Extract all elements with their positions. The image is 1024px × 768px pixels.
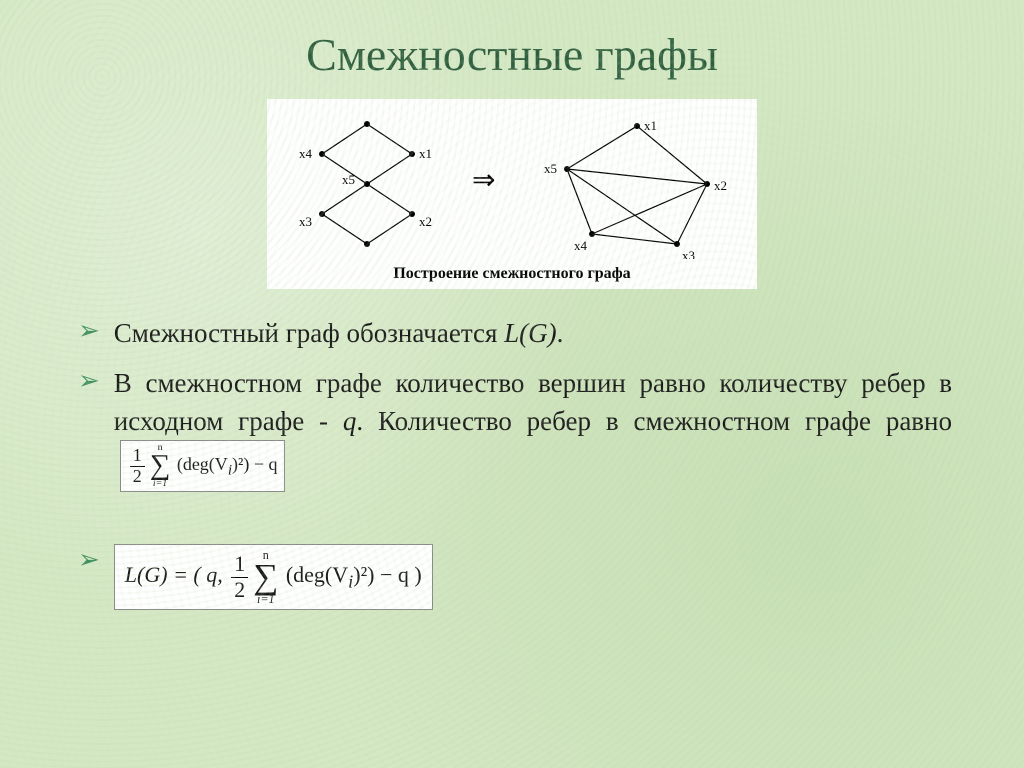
slide-title: Смежностные графы <box>0 0 1024 81</box>
svg-text:⇒: ⇒ <box>472 165 495 196</box>
svg-text:x2: x2 <box>714 178 727 193</box>
diagram-container: x4 x1 x5 x3 x2 ⇒ x1 x5 x2 x4 x3 Построение смежнос… <box>267 99 757 289</box>
bullet-2-text: В смежностном графе количество вершин ра… <box>114 365 952 492</box>
svg-text:x3: x3 <box>682 248 695 259</box>
bullet-arrow-icon: ➢ <box>78 315 100 347</box>
svg-text:x1: x1 <box>644 118 657 133</box>
bullet-2: ➢ В смежностном графе количество вершин … <box>78 365 952 492</box>
graph-diagram: x4 x1 x5 x3 x2 ⇒ x1 x5 x2 x4 x3 <box>277 109 747 259</box>
bullet-1: ➢ Смежностный граф обозначается L(G). <box>78 315 952 353</box>
bullet-arrow-icon: ➢ <box>78 544 100 576</box>
content-area: ➢ Смежностный граф обозначается L(G). ➢ … <box>0 289 1024 610</box>
bullet-arrow-icon: ➢ <box>78 365 100 397</box>
bullet-3: ➢ L(G) = ( q, 12n∑i=1 (deg(Vi)²) − q ) <box>78 544 952 610</box>
diagram-caption: Построение смежностного графа <box>277 265 747 283</box>
svg-text:x3: x3 <box>299 214 312 229</box>
svg-text:x2: x2 <box>419 214 432 229</box>
svg-text:x5: x5 <box>544 161 557 176</box>
svg-text:x5: x5 <box>342 172 355 187</box>
svg-text:x1: x1 <box>419 146 432 161</box>
bullet-1-text: Смежностный граф обозначается L(G). <box>114 315 952 353</box>
svg-text:x4: x4 <box>574 238 588 253</box>
svg-text:x4: x4 <box>299 146 313 161</box>
bullet-3-content: L(G) = ( q, 12n∑i=1 (deg(Vi)²) − q ) <box>114 544 952 610</box>
